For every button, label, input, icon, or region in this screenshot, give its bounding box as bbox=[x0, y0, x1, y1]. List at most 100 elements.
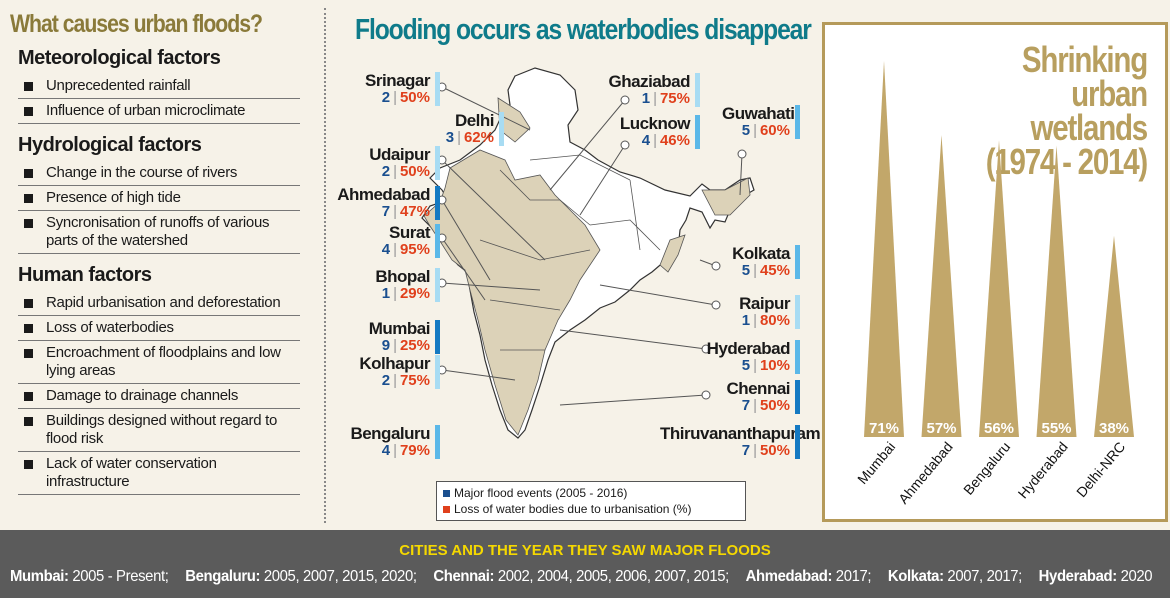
water-body-loss: 50% bbox=[399, 89, 430, 106]
flood-events: 2 bbox=[381, 163, 391, 180]
leader-dot bbox=[620, 140, 630, 150]
separator: | bbox=[753, 357, 757, 374]
flood-events: 1 bbox=[381, 285, 391, 302]
separator: | bbox=[753, 312, 757, 329]
water-body-loss: 79% bbox=[399, 442, 430, 459]
category-label: Hyderabad bbox=[1015, 439, 1071, 502]
city-label-bhopal: Bhopal 1 | 29% bbox=[300, 267, 440, 302]
flood-year-entry: Hyderabad: 2020 bbox=[1039, 568, 1153, 585]
water-body-loss: 45% bbox=[759, 262, 790, 279]
category-label: Ahmedabad bbox=[895, 439, 956, 507]
value-label: 55% bbox=[1041, 420, 1071, 437]
flood-events: 1 bbox=[741, 312, 751, 329]
events-bar bbox=[795, 380, 800, 414]
flood-events: 3 bbox=[445, 129, 455, 146]
loss-swatch bbox=[443, 506, 450, 513]
water-body-loss: 60% bbox=[759, 122, 790, 139]
highlighted-states bbox=[423, 97, 751, 436]
city: Bengaluru: bbox=[185, 568, 261, 585]
city-label-chennai: Chennai 7 | 50% bbox=[660, 380, 800, 414]
wetland-bar-bengaluru bbox=[979, 140, 1019, 437]
cause-item: Buildings designed without regard to flo… bbox=[18, 409, 300, 452]
india-map bbox=[421, 67, 755, 439]
separator: | bbox=[653, 132, 657, 149]
water-body-loss: 25% bbox=[399, 337, 430, 354]
events-bar bbox=[435, 355, 440, 389]
leader-dot bbox=[737, 149, 747, 159]
separator: | bbox=[393, 163, 397, 180]
city-label-srinagar: Srinagar 2 | 50% bbox=[300, 72, 440, 106]
cause-item: Loss of waterbodies bbox=[18, 316, 300, 341]
section-heading: Hydrological factors bbox=[18, 134, 202, 156]
wetland-bar-mumbai bbox=[864, 60, 904, 437]
cause-item: Unprecedented rainfall bbox=[18, 74, 300, 99]
section-heading: Meteorological factors bbox=[18, 47, 221, 69]
years: 2017; bbox=[835, 568, 872, 585]
water-body-loss: 62% bbox=[463, 129, 494, 146]
city-name: Kolhapur bbox=[359, 354, 430, 373]
leader-line bbox=[559, 394, 707, 406]
separator: | bbox=[753, 397, 757, 414]
category-label: Delhi-NRC bbox=[1073, 439, 1128, 501]
legend-events: Major flood events (2005 - 2016) bbox=[443, 485, 739, 501]
leader-line bbox=[739, 153, 743, 196]
separator: | bbox=[393, 241, 397, 258]
water-body-loss: 50% bbox=[759, 397, 790, 414]
years: 2020 bbox=[1120, 568, 1153, 585]
city-name: Bhopal bbox=[375, 267, 430, 286]
flood-year-entry: Ahmedabad: 2017; bbox=[746, 568, 872, 585]
events-bar bbox=[435, 320, 440, 354]
city-label-bengaluru: Bengaluru 4 | 79% bbox=[300, 424, 440, 459]
leader-dot bbox=[701, 390, 711, 400]
city: Mumbai: bbox=[10, 568, 69, 585]
map-legend: Major flood events (2005 - 2016) Loss of… bbox=[436, 481, 746, 521]
water-body-loss: 50% bbox=[399, 163, 430, 180]
category-label: Bengaluru bbox=[960, 439, 1013, 498]
water-body-loss: 75% bbox=[659, 90, 690, 107]
separator: | bbox=[393, 337, 397, 354]
causes-panel: What causes urban floods? Meteorological… bbox=[10, 10, 300, 505]
flood-events: 7 bbox=[741, 442, 751, 459]
flood-events: 2 bbox=[381, 372, 391, 389]
separator: | bbox=[653, 90, 657, 107]
cause-item: Syncronisation of runoffs of various par… bbox=[18, 211, 300, 254]
wetland-bar-hyderabad bbox=[1036, 145, 1077, 437]
events-bar bbox=[435, 146, 440, 180]
leader-line bbox=[579, 144, 626, 216]
leader-dot bbox=[701, 344, 711, 354]
city-label-ghaziabad: Ghaziabad 1 | 75% bbox=[560, 72, 700, 107]
years: 2005, 2007, 2015, 2020; bbox=[263, 568, 417, 585]
leader-line bbox=[599, 284, 717, 306]
city-name: Udaipur bbox=[369, 145, 430, 164]
city-label-hyderabad: Hyderabad 5 | 10% bbox=[660, 340, 800, 374]
city-name: Bengaluru bbox=[350, 424, 430, 443]
city-name: Raipur bbox=[739, 294, 790, 313]
water-body-loss: 80% bbox=[759, 312, 790, 329]
divider bbox=[324, 8, 326, 523]
separator: | bbox=[753, 442, 757, 459]
leader-line bbox=[441, 369, 516, 381]
separator: | bbox=[393, 442, 397, 459]
city-name: Lucknow bbox=[619, 114, 691, 133]
events-bar bbox=[795, 340, 800, 374]
water-body-loss: 10% bbox=[759, 357, 790, 374]
leader-dot bbox=[711, 300, 721, 310]
city-name: Ghaziabad bbox=[608, 72, 691, 91]
events-bar bbox=[795, 425, 800, 459]
events-bar bbox=[695, 115, 700, 149]
leader-line bbox=[441, 199, 491, 281]
years: 2002, 2004, 2005, 2006, 2007, 2015; bbox=[497, 568, 729, 585]
flood-years-title: CITIES AND THE YEAR THEY SAW MAJOR FLOOD… bbox=[399, 542, 771, 559]
separator: | bbox=[393, 372, 397, 389]
flood-years-row: Mumbai: 2005 - Present; Bengaluru: 2005, … bbox=[10, 568, 1169, 586]
causes-title: What causes urban floods? bbox=[10, 10, 263, 38]
flood-events: 1 bbox=[641, 90, 651, 107]
map-title: Flooding occurs as waterbodies disappear bbox=[355, 14, 812, 46]
water-body-loss: 46% bbox=[659, 132, 690, 149]
city-label-delhi: Delhi 3 | 62% bbox=[364, 112, 504, 146]
cause-item: Rapid urbanisation and deforestation bbox=[18, 291, 300, 316]
events-swatch bbox=[443, 490, 450, 497]
city-label-thiruvananthapuram: Thiruvananthapuram 7 | 50% bbox=[660, 425, 821, 459]
events-bar bbox=[795, 295, 800, 329]
leader-line bbox=[441, 86, 531, 131]
